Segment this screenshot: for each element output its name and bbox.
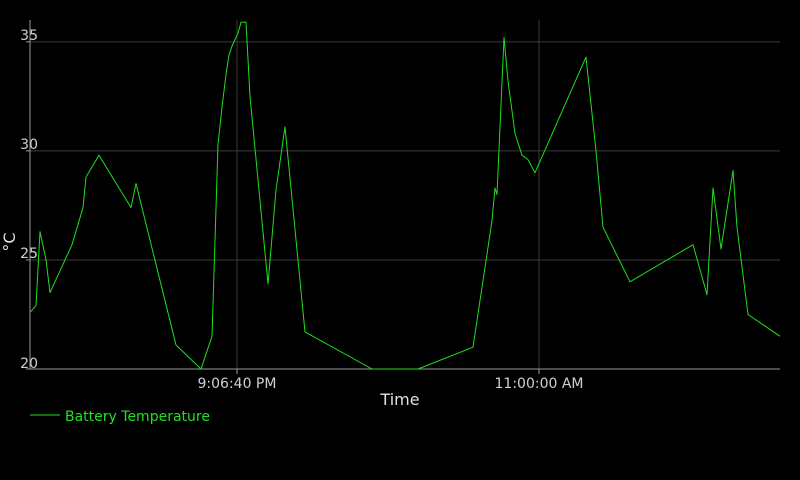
x-axis-ticks: 9:06:40 PM 11:00:00 AM [198,369,584,392]
y-axis-label: °C [0,232,19,251]
legend-label: Battery Temperature [65,409,210,425]
x-tick-label: 9:06:40 PM [198,376,277,392]
series-line-battery-temperature [29,21,781,370]
y-tick-label: 35 [20,28,38,44]
series-layer [29,21,781,370]
y-tick-label: 20 [20,356,38,372]
y-tick-label: 30 [20,137,38,153]
x-axis-label: Time [379,390,419,409]
grid-lines [30,20,780,369]
axes [29,20,780,370]
x-tick-label: 11:00:00 AM [495,376,584,392]
legend: Battery Temperature [30,409,210,425]
y-tick-label: 25 [20,246,38,262]
y-axis-ticks: 20 25 30 35 [20,28,38,372]
